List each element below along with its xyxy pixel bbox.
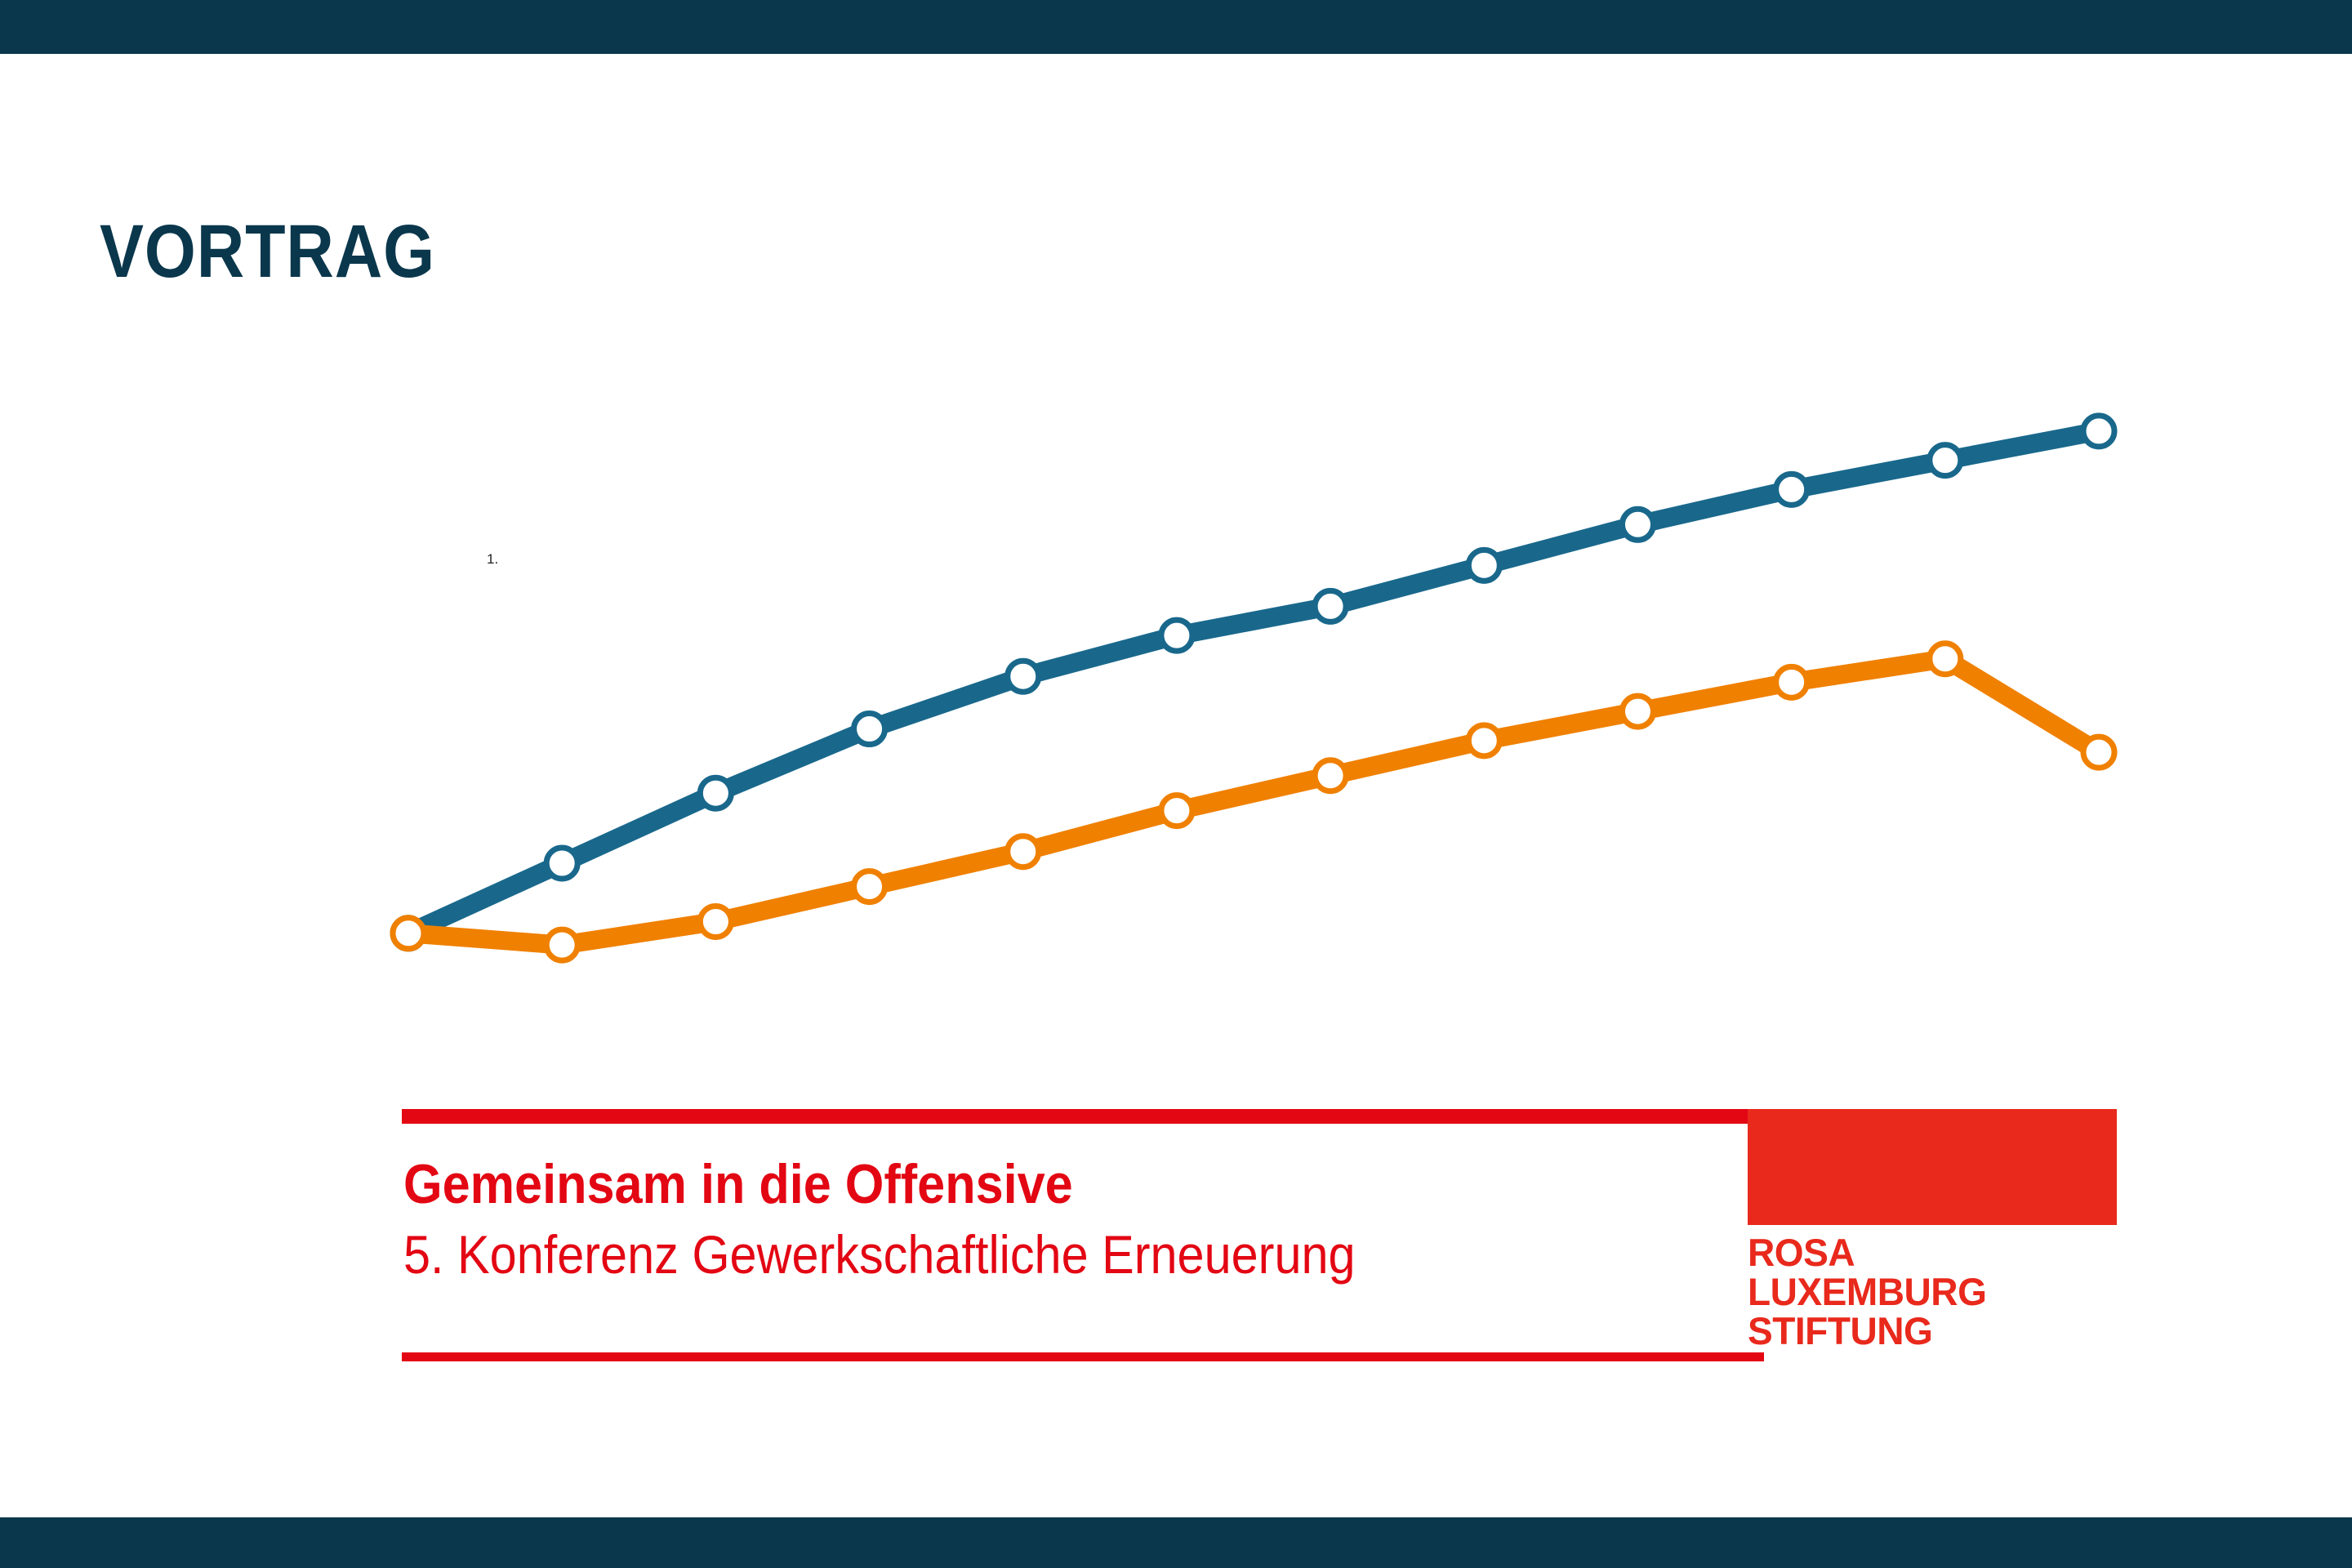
data-point-marker xyxy=(1927,640,1964,678)
data-point-marker xyxy=(1465,722,1503,760)
data-point-marker xyxy=(1004,657,1042,695)
data-point-marker xyxy=(1619,693,1656,730)
data-point-marker xyxy=(1773,470,1811,508)
orange-marker-group xyxy=(390,640,2118,964)
data-point-marker xyxy=(2080,412,2118,450)
orange-line-path xyxy=(399,649,2109,955)
data-point-marker xyxy=(390,915,427,952)
rule-bottom xyxy=(402,1352,1764,1361)
data-point-marker xyxy=(1312,587,1349,625)
top-accent-bar xyxy=(0,0,2352,54)
data-point-marker xyxy=(1004,833,1042,871)
data-point-marker xyxy=(543,844,581,882)
rule-top xyxy=(402,1109,1764,1124)
data-point-marker xyxy=(1773,663,1811,701)
blue-marker-group xyxy=(390,412,2118,952)
conference-text: Gemeinsam in die Offensive 5. Konferenz … xyxy=(403,1155,1726,1285)
data-point-marker xyxy=(1927,442,1964,479)
data-point-marker xyxy=(1465,546,1503,584)
data-point-marker xyxy=(851,868,889,906)
logo-line-2: LUXEMBURG xyxy=(1748,1269,1987,1313)
logo-line-1: ROSA xyxy=(1748,1231,1855,1274)
data-point-marker xyxy=(697,774,734,812)
data-point-marker xyxy=(543,926,581,964)
series-blue xyxy=(390,412,2118,952)
data-point-marker xyxy=(851,710,889,748)
page-title: VORTRAG xyxy=(100,210,435,293)
blue-line-path xyxy=(399,421,2109,943)
logo-line-3: STIFTUNG xyxy=(1748,1308,1933,1352)
rosa-luxemburg-stiftung-logo: ROSA LUXEMBURG STIFTUNG xyxy=(1748,1109,2117,1370)
logo-wordmark: ROSA LUXEMBURG STIFTUNG xyxy=(1748,1233,2117,1351)
data-point-marker xyxy=(1619,506,1656,543)
series-orange xyxy=(390,640,2118,964)
logo-red-block xyxy=(1748,1109,2117,1225)
line-chart-svg xyxy=(390,412,2118,964)
bottom-accent-bar xyxy=(0,1517,2352,1568)
data-point-marker xyxy=(2080,733,2118,771)
conference-block: Gemeinsam in die Offensive 5. Konferenz … xyxy=(402,1109,1960,1370)
stray-note-text: 1. xyxy=(487,551,499,567)
data-point-marker xyxy=(1158,617,1196,654)
data-point-marker xyxy=(1158,792,1196,830)
line-chart xyxy=(0,359,2352,1029)
data-point-marker xyxy=(697,903,734,940)
conference-title: Gemeinsam in die Offensive xyxy=(403,1153,1073,1215)
data-point-marker xyxy=(1312,757,1349,795)
conference-subtitle: 5. Konferenz Gewerkschaftliche Erneuerun… xyxy=(403,1224,1356,1285)
